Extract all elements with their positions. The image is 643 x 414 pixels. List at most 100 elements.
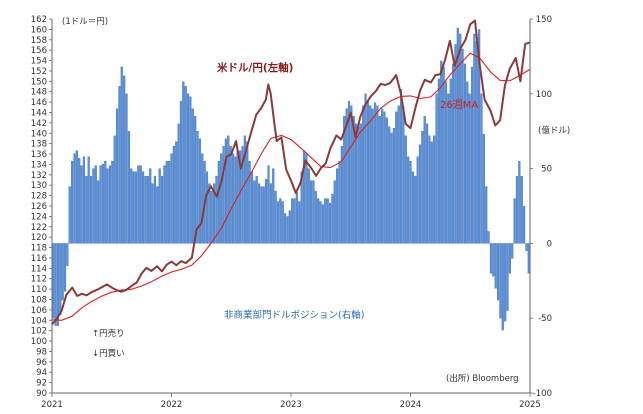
position-bar bbox=[312, 180, 315, 244]
position-bar bbox=[68, 186, 71, 244]
position-bar bbox=[300, 171, 303, 244]
position-bar bbox=[284, 213, 287, 244]
position-bar bbox=[201, 153, 204, 244]
position-bar bbox=[205, 171, 209, 244]
left-tick-label: 160 bbox=[31, 25, 47, 35]
position-bar bbox=[392, 128, 396, 244]
position-bar bbox=[463, 63, 467, 244]
position-bar bbox=[407, 156, 410, 244]
position-bar bbox=[272, 168, 275, 244]
position-bar bbox=[243, 135, 246, 244]
position-bar bbox=[385, 117, 388, 244]
position-bar bbox=[92, 168, 95, 244]
position-bar bbox=[317, 198, 320, 244]
position-bar bbox=[231, 153, 235, 244]
position-bar bbox=[504, 243, 507, 322]
position-bar bbox=[492, 243, 495, 277]
position-bar bbox=[208, 183, 211, 244]
left-tick-label: 130 bbox=[31, 181, 47, 191]
position-bar bbox=[115, 108, 119, 244]
position-bar bbox=[260, 186, 263, 244]
position-bar bbox=[324, 198, 327, 244]
position-bar bbox=[142, 171, 145, 244]
position-bar bbox=[97, 180, 100, 244]
position-bar bbox=[262, 186, 265, 244]
position-bar bbox=[331, 193, 334, 244]
ma-26w-line bbox=[51, 52, 531, 321]
position-bar bbox=[437, 78, 440, 244]
position-bar bbox=[87, 156, 90, 244]
position-bar bbox=[151, 183, 154, 244]
position-bar bbox=[276, 201, 280, 244]
position-bar bbox=[217, 160, 220, 244]
position-bar bbox=[518, 160, 521, 244]
position-bar bbox=[489, 243, 493, 274]
position-bar bbox=[279, 198, 282, 244]
usdjpy-series-label: 米ドル/円(左軸) bbox=[216, 61, 293, 74]
position-bar bbox=[319, 201, 322, 244]
position-bar bbox=[85, 175, 88, 244]
position-bar bbox=[281, 201, 284, 244]
position-bar bbox=[352, 116, 355, 244]
position-bar bbox=[475, 41, 478, 244]
position-bar bbox=[160, 175, 164, 244]
x-tick-label: 2023 bbox=[280, 400, 302, 410]
right-unit-label: (億ドル) bbox=[538, 125, 570, 136]
position-bar bbox=[338, 160, 341, 244]
position-bar bbox=[499, 243, 502, 319]
position-bar bbox=[111, 160, 114, 244]
position-bar bbox=[73, 153, 76, 244]
right-tick-label: 100 bbox=[536, 90, 552, 100]
position-bar bbox=[466, 81, 469, 244]
position-bar bbox=[307, 168, 310, 244]
position-bar bbox=[274, 190, 277, 244]
position-bar bbox=[52, 243, 55, 319]
left-tick-label: 112 bbox=[31, 275, 47, 285]
left-tick-label: 108 bbox=[31, 296, 47, 306]
position-bar bbox=[118, 86, 121, 244]
position-bar bbox=[402, 107, 405, 244]
position-bar bbox=[511, 243, 514, 259]
left-tick-label: 98 bbox=[36, 347, 47, 357]
position-bar bbox=[165, 160, 168, 244]
left-tick-label: 134 bbox=[31, 160, 47, 170]
position-bar bbox=[440, 60, 443, 244]
left-tick-label: 116 bbox=[31, 254, 47, 264]
right-tick-label: 0 bbox=[547, 239, 552, 249]
position-bar bbox=[435, 93, 438, 244]
position-bar bbox=[210, 190, 213, 244]
position-bar bbox=[127, 131, 130, 244]
position-bar bbox=[430, 141, 433, 244]
position-bar bbox=[340, 146, 343, 244]
position-bar bbox=[494, 243, 497, 289]
left-tick-label: 158 bbox=[31, 36, 47, 46]
position-bar bbox=[239, 150, 242, 244]
position-bar bbox=[343, 116, 346, 244]
position-bar bbox=[314, 190, 317, 244]
position-bar bbox=[470, 66, 474, 244]
position-bar bbox=[99, 165, 102, 244]
position-bar bbox=[132, 171, 135, 244]
position-bar bbox=[378, 116, 381, 244]
x-tick-label: 2022 bbox=[161, 400, 183, 410]
left-tick-label: 136 bbox=[31, 150, 47, 160]
position-bar bbox=[184, 86, 187, 244]
position-bar bbox=[527, 243, 530, 274]
position-bar bbox=[213, 183, 216, 244]
left-tick-label: 128 bbox=[31, 192, 47, 202]
position-bar bbox=[482, 134, 485, 244]
position-bar bbox=[265, 178, 268, 244]
position-bar bbox=[508, 243, 511, 274]
source-label: (出所) Bloomberg bbox=[446, 373, 519, 384]
left-tick-label: 140 bbox=[31, 129, 47, 139]
bars-layer bbox=[52, 27, 530, 331]
position-bar bbox=[66, 243, 69, 266]
position-bar bbox=[381, 108, 384, 244]
position-bar bbox=[182, 81, 185, 244]
position-bar bbox=[414, 175, 417, 244]
position-bar bbox=[104, 160, 107, 244]
position-bar bbox=[449, 78, 452, 244]
position-bar bbox=[423, 116, 426, 244]
position-bar bbox=[485, 186, 488, 244]
